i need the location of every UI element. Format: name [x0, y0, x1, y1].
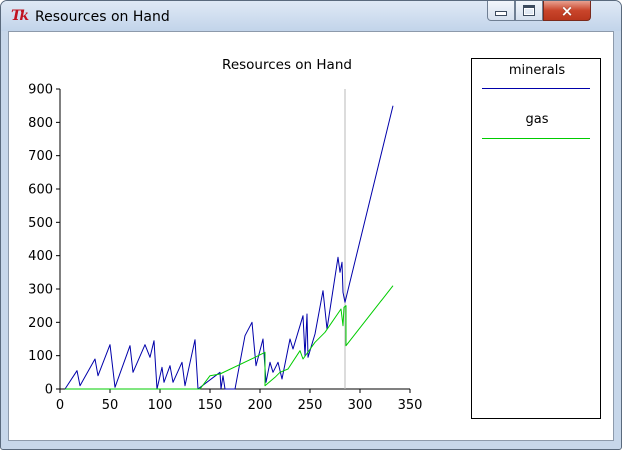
x-tick-label: 150 — [198, 398, 223, 413]
x-tick-label: 50 — [102, 398, 119, 413]
title-bar[interactable]: Tk Resources on Hand × — [1, 1, 621, 31]
x-tick-label: 300 — [348, 398, 373, 413]
y-tick-label: 400 — [28, 249, 53, 264]
y-tick-label: 500 — [28, 216, 53, 231]
minimize-icon — [495, 11, 507, 16]
x-tick-label: 200 — [248, 398, 273, 413]
maximize-button[interactable] — [515, 1, 543, 21]
y-tick-label: 800 — [28, 116, 53, 131]
legend-label-minerals: minerals — [508, 63, 566, 78]
legend: minerals gas — [471, 58, 601, 419]
close-icon: × — [560, 1, 574, 20]
y-tick-label: 100 — [28, 349, 53, 364]
legend-swatch-gas — [482, 138, 590, 139]
y-tick-label: 700 — [28, 149, 53, 164]
minimize-button[interactable] — [487, 1, 515, 21]
chart-title: Resources on Hand — [222, 57, 352, 73]
maximize-icon — [523, 5, 535, 16]
series-line-minerals — [64, 105, 394, 390]
y-tick-label: 600 — [28, 183, 53, 198]
legend-label-gas: gas — [525, 112, 549, 127]
y-tick-label: 300 — [28, 283, 53, 298]
y-tick-label: 200 — [28, 316, 53, 331]
window-title: Resources on Hand — [35, 9, 170, 25]
close-button[interactable]: × — [543, 1, 591, 21]
legend-swatch-minerals — [482, 88, 590, 89]
y-tick-label: 0 — [45, 383, 53, 398]
series-line-gas — [65, 285, 394, 390]
x-tick-label: 350 — [398, 398, 423, 413]
x-tick-label: 100 — [148, 398, 173, 413]
x-tick-label: 0 — [56, 398, 64, 413]
plot-canvas: Resources on Hand 0 100 200 300 400 500 600 700 8… — [8, 31, 614, 441]
x-tick-label: 250 — [298, 398, 323, 413]
y-tick-label: 900 — [28, 83, 53, 98]
tk-feather-icon: Tk — [11, 8, 29, 24]
chart-area: Resources on Hand01002003004005006007008… — [28, 57, 423, 413]
